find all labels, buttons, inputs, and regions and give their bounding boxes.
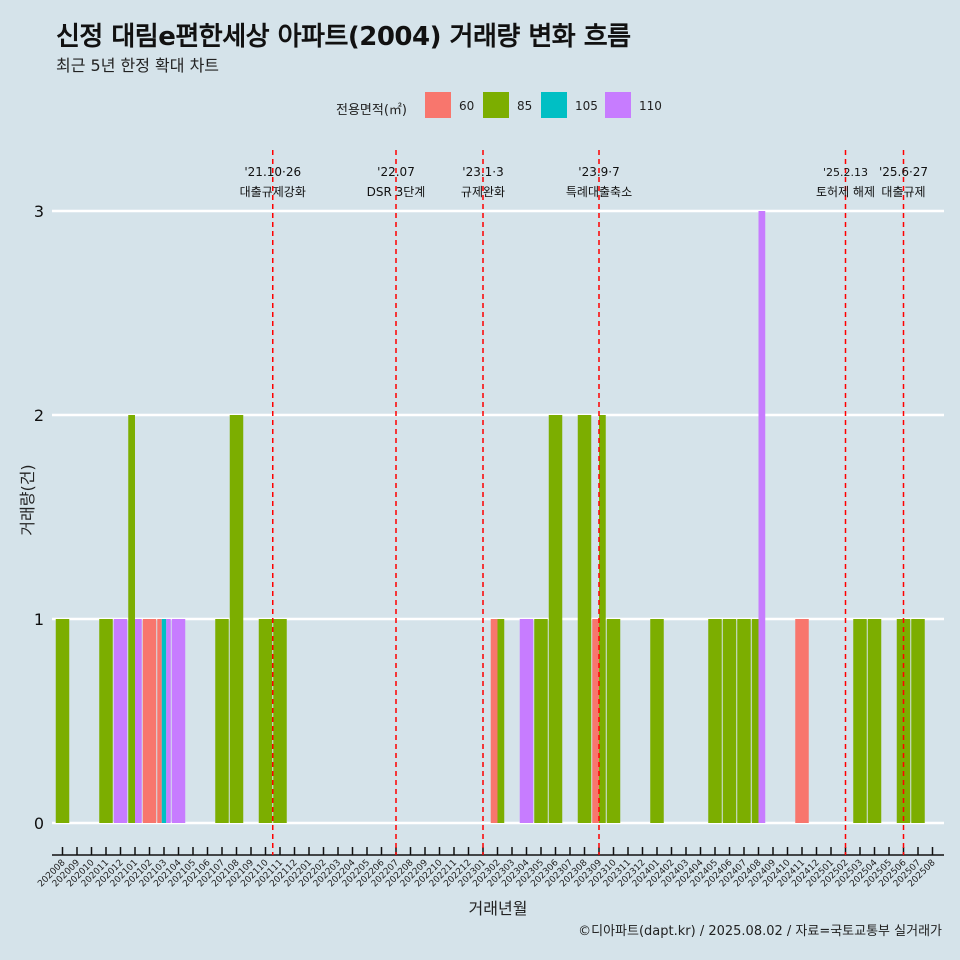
y-tick-label-2: 2 [34,406,44,425]
bar-202408-110 [758,211,766,823]
bar-202309-85 [599,415,606,823]
y-tick-label-1: 1 [34,610,44,629]
bar-202408-85 [751,619,759,823]
event-date-5: '25.6·27 [879,165,928,179]
bar-202310-85 [606,619,621,823]
y-axis-title: 거래량(건) [18,464,37,535]
bar-202405-85 [708,619,722,823]
y-tick-label-0: 0 [34,814,44,833]
y-tick-label-3: 3 [34,202,44,221]
bar-202107-85 [215,619,229,823]
legend-swatch-85 [483,92,509,118]
event-label-2: 규제완화 [461,185,505,199]
bar-202110-85 [258,619,273,823]
bar-202104-110 [171,619,186,823]
event-label-3: 특례대출축소 [566,185,632,199]
legend-label-105: 105 [575,99,598,113]
bar-202302-85 [497,619,505,823]
legend-label-110: 110 [639,99,662,113]
bar-202302-60 [490,619,498,823]
event-label-1: DSR 3단계 [367,185,426,199]
event-label-5: 대출규제 [881,185,925,199]
legend-swatch-105 [541,92,567,118]
x-axis-title: 거래년월 [469,899,528,918]
bar-202306-85 [548,415,563,823]
legend: 전용면적(㎡) 60 85 105 110 [0,92,960,122]
bar-202111-85 [273,619,287,823]
bar-202103-110 [166,619,171,823]
bar-202103-105 [161,619,167,823]
event-label-0: 대출규제강화 [240,185,306,199]
event-date-0: '21.10·26 [244,165,301,179]
bar-202102-60 [142,619,157,823]
bar-202504-85 [867,619,882,823]
bar-202407-85 [737,619,751,823]
event-date-2: '23.1·3 [462,165,503,179]
legend-label-85: 85 [517,99,533,113]
bar-202008-85 [55,619,70,823]
bar-202309-60 [592,619,599,823]
bar-202101-85 [128,415,135,823]
bar-202411-60 [795,619,809,823]
bar-202406-85 [722,619,737,823]
bar-202012-110 [113,619,128,823]
source-caption: ©디아파트(dapt.kr) / 2025.08.02 / 자료=국토교통부 실… [578,924,942,939]
bar-202011-85 [99,619,113,823]
bar-202304-110 [519,619,534,823]
bar-202103-60 [157,619,162,823]
legend-swatch-110 [605,92,631,118]
event-date-1: '22.07 [377,165,415,179]
bar-202305-85 [534,619,548,823]
bar-202308-85 [577,415,592,823]
bar-202108-85 [229,415,244,823]
event-date-3: '23.9·7 [578,165,619,179]
event-date-4: '25.2.13 [823,166,868,179]
chart-title: 신정 대림e편한세상 아파트(2004) 거래량 변화 흐름 [56,22,631,52]
chart-subtitle: 최근 5년 한정 확대 차트 [56,56,220,75]
bar-202401-85 [650,619,664,823]
bar-202101-110 [135,619,142,823]
legend-swatch-60 [425,92,451,118]
bar-202503-85 [853,619,867,823]
legend-label-60: 60 [459,99,475,113]
event-label-4: 토허제 해제 [816,185,875,199]
bar-202507-85 [911,619,925,823]
legend-title: 전용면적(㎡) [336,103,407,118]
